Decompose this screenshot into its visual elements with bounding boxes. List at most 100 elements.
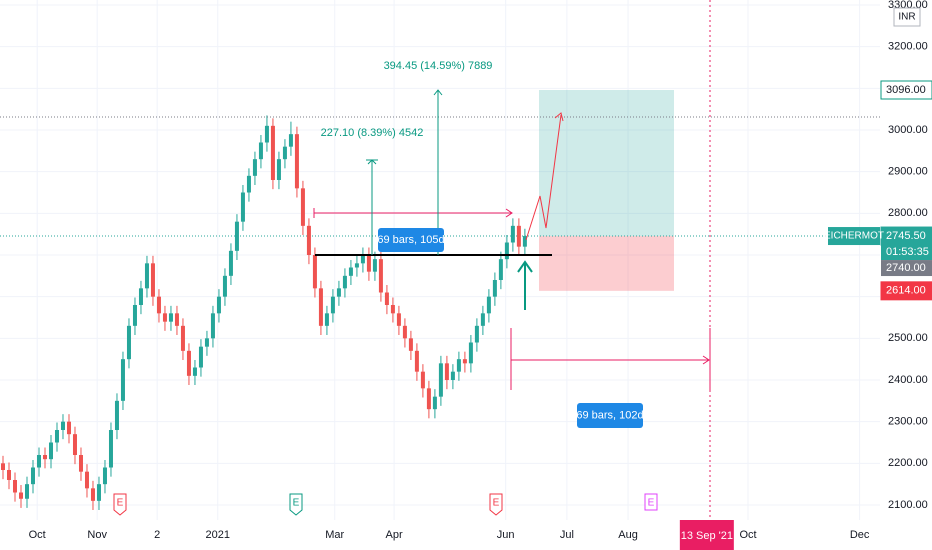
candle-body <box>510 225 515 243</box>
candle-body <box>120 359 125 401</box>
candle-body <box>390 305 395 314</box>
candle-body <box>396 313 401 326</box>
candle-body <box>348 267 353 276</box>
candle-body <box>162 313 167 322</box>
event-label: E <box>493 498 500 509</box>
y-tick-label: 3200.00 <box>888 41 928 53</box>
crosshair-box <box>881 260 932 277</box>
y-tick-label: 2800.00 <box>888 207 928 219</box>
x-tick-label: Jun <box>497 529 515 541</box>
candle-body <box>378 259 383 293</box>
candle-body <box>210 313 215 339</box>
candle-body <box>516 225 521 247</box>
projection <box>525 114 562 241</box>
candle-body <box>486 296 491 314</box>
candle-body <box>342 275 347 289</box>
candle-body <box>372 259 377 272</box>
candle-body <box>246 175 251 193</box>
x-tick-label: Apr <box>386 529 403 541</box>
candle-body <box>126 325 131 360</box>
countdown-label: 01:53:35 <box>886 246 929 258</box>
candle-body <box>444 363 449 380</box>
candle-body <box>474 325 479 343</box>
candle-body <box>456 359 461 372</box>
candle-body <box>144 263 149 289</box>
event-marker[interactable]: E <box>644 493 658 511</box>
candle-body <box>0 463 5 470</box>
candle-body <box>228 250 233 276</box>
x-tick-label: Mar <box>325 529 344 541</box>
candle-body <box>216 296 221 314</box>
price-badge <box>880 281 932 301</box>
candle-body <box>306 225 311 255</box>
candle-body <box>402 325 407 339</box>
candle-body <box>438 363 443 397</box>
candle-body <box>84 471 89 489</box>
candle-body <box>42 455 47 460</box>
candle-body <box>360 255 365 264</box>
candle-body <box>150 263 155 297</box>
crosshair-label: 2740.00 <box>886 262 926 274</box>
candle-body <box>336 288 341 297</box>
candle-body <box>504 242 509 260</box>
candle-body <box>108 430 113 468</box>
candle-body <box>480 313 485 326</box>
candle-body <box>90 488 95 501</box>
y-tick-label: 2200.00 <box>888 457 928 469</box>
candle-body <box>192 367 197 376</box>
x-tick-label: 2 <box>154 529 160 541</box>
candle-body <box>60 421 65 430</box>
inr-box <box>893 7 921 27</box>
event-label: E <box>117 498 124 509</box>
y-tick-label: 3300.00 <box>888 0 928 11</box>
bars-box <box>577 403 643 428</box>
candle-body <box>12 480 17 493</box>
candle-body <box>462 359 467 364</box>
candle-body <box>168 313 173 322</box>
candle-body <box>240 192 245 222</box>
arrow-head <box>505 208 513 218</box>
symbol-label: EICHERMOT <box>824 231 884 242</box>
candle-body <box>324 313 329 326</box>
target-zone <box>539 90 674 237</box>
event-marker[interactable]: E <box>289 493 303 516</box>
x-tick-label: Oct <box>29 529 46 541</box>
candle-body <box>522 236 527 247</box>
candle-body <box>102 467 107 485</box>
candle-body <box>330 296 335 314</box>
candle-body <box>252 159 257 176</box>
y-tick-label: 2100.00 <box>888 499 928 511</box>
countdown-box <box>881 244 932 261</box>
stop-zone <box>539 236 674 291</box>
candle-body <box>24 484 29 499</box>
candle-body <box>318 288 323 326</box>
y-tick-label: 2500.00 <box>888 332 928 344</box>
candle-body <box>72 434 77 455</box>
x-tick-label: Aug <box>618 529 638 541</box>
cursor-date-badge <box>679 520 734 550</box>
x-tick-label: Oct <box>739 529 756 541</box>
candle-body <box>30 467 35 485</box>
candle-body <box>66 421 71 435</box>
y-tick-label: 2400.00 <box>888 374 928 386</box>
candle-body <box>234 221 239 251</box>
candle-body <box>288 134 293 147</box>
candle-body <box>384 292 389 305</box>
price-badge-label: 3096.00 <box>886 84 926 96</box>
price-badge-label: 2745.50 <box>886 230 926 242</box>
candle-body <box>174 313 179 326</box>
candle-body <box>198 346 203 368</box>
event-label: E <box>648 498 655 509</box>
candle-body <box>78 455 83 472</box>
candle-body <box>222 275 227 297</box>
arrow-head <box>702 355 710 365</box>
event-marker[interactable]: E <box>113 493 127 516</box>
candle-body <box>156 296 161 314</box>
y-tick-label: 2300.00 <box>888 416 928 428</box>
candle-body <box>282 146 287 160</box>
candle-body <box>270 125 275 180</box>
bars-box <box>378 228 444 252</box>
event-marker[interactable]: E <box>489 493 503 516</box>
